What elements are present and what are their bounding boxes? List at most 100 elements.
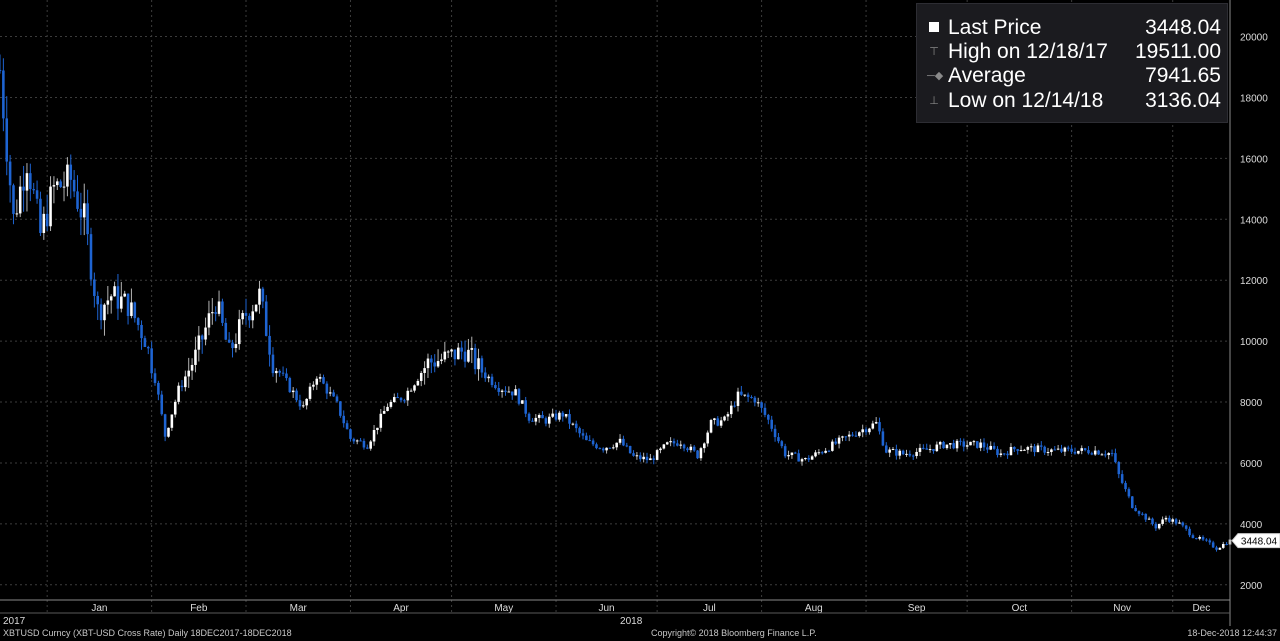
candle (908, 450, 912, 458)
candle (413, 384, 416, 393)
candle-body (1002, 453, 1006, 455)
candle-body (1060, 448, 1063, 452)
footer-bar: XBTUSD Curncy (XBT-USD Cross Rate) Daily… (0, 626, 1280, 641)
candle (62, 171, 66, 202)
candle (241, 310, 244, 325)
candle (214, 306, 217, 322)
candle (537, 413, 541, 423)
candle-body (1225, 544, 1228, 546)
candle (379, 409, 383, 432)
candle-body (103, 304, 106, 321)
candle (217, 290, 221, 317)
candle (676, 439, 679, 447)
x-month-label: Jun (599, 603, 615, 614)
candle (359, 438, 362, 442)
candle-body (285, 373, 288, 379)
candle-body (298, 400, 302, 407)
x-month-label: Nov (1113, 603, 1131, 614)
candle-body (703, 443, 706, 449)
candle-body (790, 452, 794, 456)
candle (460, 341, 463, 360)
candle-body (753, 397, 757, 403)
candle (979, 438, 982, 452)
candle-body (955, 440, 959, 449)
candle-body (322, 377, 325, 384)
legend-label: Last Price (948, 16, 1042, 39)
candle-body (241, 313, 244, 320)
candle-body (733, 405, 736, 407)
candle (561, 410, 565, 422)
candle (679, 440, 682, 449)
candle-body (392, 397, 396, 402)
candle-body (45, 213, 49, 227)
candle (615, 442, 618, 451)
candle (595, 442, 598, 450)
candle (0, 54, 2, 74)
candle-body (490, 376, 494, 386)
candle (521, 400, 524, 404)
candle-body (8, 161, 12, 186)
candle-body (251, 311, 255, 321)
candle (1093, 446, 1097, 456)
candle (723, 415, 726, 422)
candle-body (706, 432, 709, 444)
candle-body (244, 313, 248, 316)
candle-body (655, 450, 659, 460)
candle (814, 450, 817, 458)
candle (965, 440, 969, 450)
candle-body (514, 389, 517, 396)
candle-body (986, 447, 989, 450)
candle-body (409, 390, 413, 392)
candle-body (504, 390, 507, 392)
candle (56, 178, 59, 191)
candle-body (1107, 453, 1110, 456)
candle-body (1046, 452, 1050, 454)
candle (949, 442, 952, 449)
candle (49, 176, 52, 232)
candle-body (975, 441, 979, 448)
candle (1191, 533, 1195, 539)
candle (962, 438, 966, 452)
candle-body (1178, 522, 1181, 524)
candle (45, 194, 49, 232)
candle-body (561, 412, 565, 417)
candle-body (915, 451, 918, 457)
candle-body (157, 382, 160, 395)
candle-body (1063, 447, 1067, 452)
candle-body (1080, 448, 1084, 451)
candle-body (194, 349, 197, 365)
candle (632, 450, 635, 457)
candle-body (783, 446, 787, 457)
candle-body (1157, 523, 1161, 529)
candle-body (25, 173, 29, 191)
candle-body (1218, 547, 1222, 550)
candle (1083, 447, 1087, 452)
candle (345, 420, 349, 430)
candle (433, 354, 436, 373)
candle-body (858, 432, 861, 436)
candle-body (214, 312, 217, 314)
candle-body (59, 181, 62, 188)
candle (221, 298, 224, 327)
candle-body (140, 324, 143, 339)
candle (39, 191, 42, 237)
candle (59, 179, 62, 189)
candle-body (332, 392, 335, 397)
candle-body (676, 443, 679, 446)
candle (497, 381, 501, 396)
candle-body (1120, 474, 1124, 483)
candle (120, 281, 123, 313)
candle (787, 450, 790, 460)
candle-body (1154, 523, 1158, 529)
candle (72, 170, 76, 198)
candle (1100, 452, 1104, 456)
candle (99, 298, 103, 330)
candle-body (814, 452, 817, 457)
candle-body (827, 450, 831, 452)
candle-body (824, 450, 827, 453)
candle-body (574, 423, 578, 429)
candle (534, 414, 538, 426)
candle-body (901, 450, 905, 455)
candle (928, 444, 932, 453)
candle (244, 298, 248, 325)
